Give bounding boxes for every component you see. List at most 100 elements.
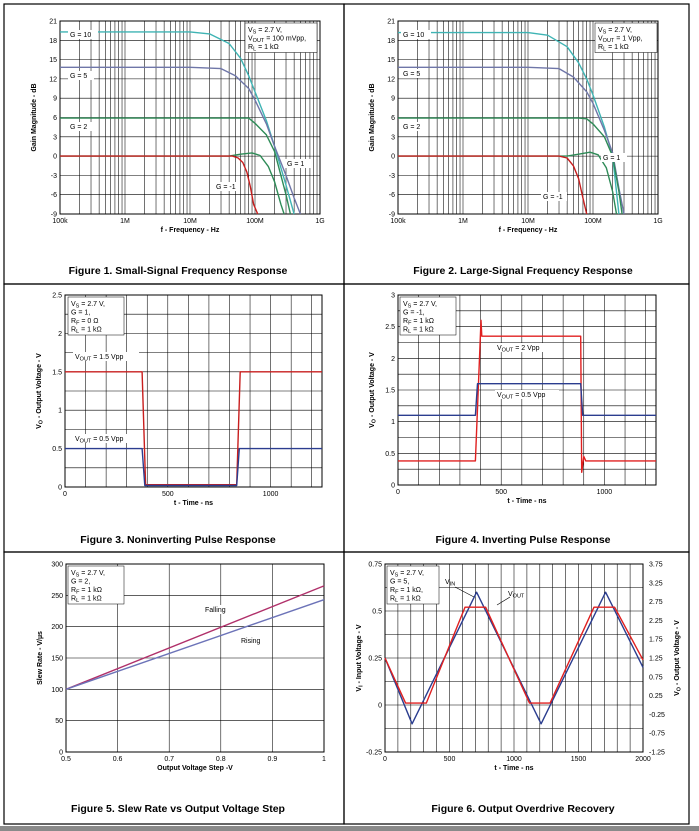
label-bg — [401, 122, 427, 131]
figure-1-caption: Figure 1. Small-Signal Frequency Respons… — [69, 265, 288, 277]
y-axis-title: Slew Rate - V/µs — [37, 631, 44, 685]
series-line — [60, 117, 292, 215]
y-tick-label: 0 — [391, 483, 395, 490]
y-tick-label: 0 — [53, 154, 57, 161]
series-label: VOUT — [508, 591, 525, 600]
label-bg — [203, 605, 231, 614]
annotation-line: RL = 1 kΩ — [71, 327, 102, 336]
y2-tick-label: 2.75 — [649, 599, 663, 606]
figure-2-caption: Figure 2. Large-Signal Frequency Respons… — [413, 265, 633, 277]
y-tick-label: 1.5 — [385, 388, 395, 395]
y-tick-label: 15 — [387, 57, 395, 64]
y-tick-label: 3 — [53, 134, 57, 141]
x-tick-label: 500 — [444, 756, 456, 763]
y-tick-label: -9 — [51, 212, 57, 219]
annotation-line: VS = 2.7 V, — [403, 301, 437, 310]
series-line — [65, 585, 325, 690]
series-label: G = -1 — [543, 194, 563, 201]
x-axis-title: t - Time - ns — [507, 498, 546, 505]
series-line — [60, 152, 285, 215]
y-tick-label: 0.5 — [372, 609, 382, 616]
series-label: G = 2 — [70, 124, 87, 131]
x-tick-label: 0.7 — [164, 756, 174, 763]
y-axis-title: Gain Magnitude - dB — [31, 83, 38, 151]
y-tick-label: 9 — [391, 96, 395, 103]
annotation-line: VS = 2.7 V, — [248, 27, 282, 36]
x-tick-label: 1500 — [571, 756, 587, 763]
y-tick-label: 21 — [49, 19, 57, 26]
y-axis-title: VI - Input Voltage - V — [356, 624, 365, 691]
y-tick-label: 2.5 — [385, 324, 395, 331]
annotation-line: RF = 1 kΩ — [403, 318, 434, 327]
label-bg — [68, 30, 98, 39]
label-bg — [239, 636, 267, 645]
y-tick-label: 0.5 — [385, 451, 395, 458]
series-line — [398, 155, 588, 215]
y-tick-label: 3 — [391, 134, 395, 141]
y-tick-label: 0.75 — [368, 562, 382, 569]
annotation-line: G = 5, — [390, 579, 409, 586]
x-tick-label: 0.6 — [113, 756, 123, 763]
figure-6-caption: Figure 6. Output Overdrive Recovery — [431, 803, 614, 815]
y2-tick-label: 0.25 — [649, 693, 663, 700]
annotation-line: RL = 1 kΩ — [248, 44, 279, 53]
y-tick-label: 18 — [387, 38, 395, 45]
label-bg — [601, 153, 627, 162]
annotation-line: VOUT = 1 Vpp, — [598, 36, 643, 45]
annotation-line: RL = 1 kΩ — [71, 596, 102, 605]
x-tick-label: 1M — [120, 218, 130, 225]
annotation-box — [67, 565, 125, 605]
x-tick-label: 100M — [584, 218, 602, 225]
x-tick-label: 1 — [322, 756, 326, 763]
x-tick-label: 1000 — [506, 756, 522, 763]
figure-5-caption: Figure 5. Slew Rate vs Output Voltage St… — [71, 803, 285, 815]
y-tick-label: 50 — [55, 718, 63, 725]
y-tick-label: 12 — [49, 76, 57, 83]
figure-4-caption: Figure 4. Inverting Pulse Response — [435, 534, 610, 546]
series-label: G = 1 — [287, 161, 304, 168]
x-tick-label: 500 — [495, 489, 507, 496]
series-label: VOUT = 0.5 Vpp — [497, 392, 546, 401]
series-line — [384, 606, 644, 704]
y-axis-title: VO - Output Voltage - V — [369, 352, 378, 428]
x-tick-label: 10M — [183, 218, 197, 225]
label-bg — [68, 71, 94, 80]
series-line — [65, 371, 322, 486]
series-label: VOUT = 2 Vpp — [497, 345, 540, 354]
annotation-line: VS = 2.7 V, — [390, 570, 424, 579]
label-bg — [73, 434, 139, 443]
series-label: G = 10 — [403, 32, 424, 39]
chart-4: 0 0.5 1 1.5 2 2.5 3 0 500 1000 t - Time - ns VO - O… — [369, 293, 657, 505]
label-arrow — [496, 596, 511, 606]
annotation-box — [386, 565, 440, 605]
y-tick-label: 1 — [391, 419, 395, 426]
annotation-line: RL = 1 kΩ — [598, 44, 629, 53]
y-tick-label: -6 — [389, 192, 395, 199]
series-label: G = 5 — [70, 73, 87, 80]
y-tick-label: -3 — [51, 173, 57, 180]
y-tick-label: 6 — [53, 115, 57, 122]
y2-tick-label: 3.75 — [649, 562, 663, 569]
bottom-scroll-strip — [0, 826, 699, 831]
x-axis-title: Output Voltage Step -V — [157, 765, 233, 772]
y-tick-label: 0 — [391, 154, 395, 161]
y2-tick-label: 1.75 — [649, 637, 663, 644]
y-tick-label: 250 — [51, 593, 63, 600]
series-label: G = -1 — [216, 184, 236, 191]
label-bg — [495, 343, 555, 352]
annotation-line: RF = 1 kΩ — [71, 587, 102, 596]
y-axis-title: VO - Output Voltage - V — [36, 353, 45, 429]
x-tick-label: 0.8 — [216, 756, 226, 763]
annotation-line: VOUT = 100 mVpp, — [248, 36, 306, 45]
y-tick-label: 2 — [391, 356, 395, 363]
annotation-line: VS = 2.7 V, — [598, 27, 632, 36]
y2-tick-label: -0.75 — [649, 731, 665, 738]
y-tick-label: 0 — [58, 485, 62, 492]
x-tick-label: 0.5 — [61, 756, 71, 763]
x-axis-title: f - Frequency - Hz — [161, 227, 220, 234]
x-tick-label: 1000 — [263, 491, 279, 498]
label-arrow — [454, 586, 475, 598]
